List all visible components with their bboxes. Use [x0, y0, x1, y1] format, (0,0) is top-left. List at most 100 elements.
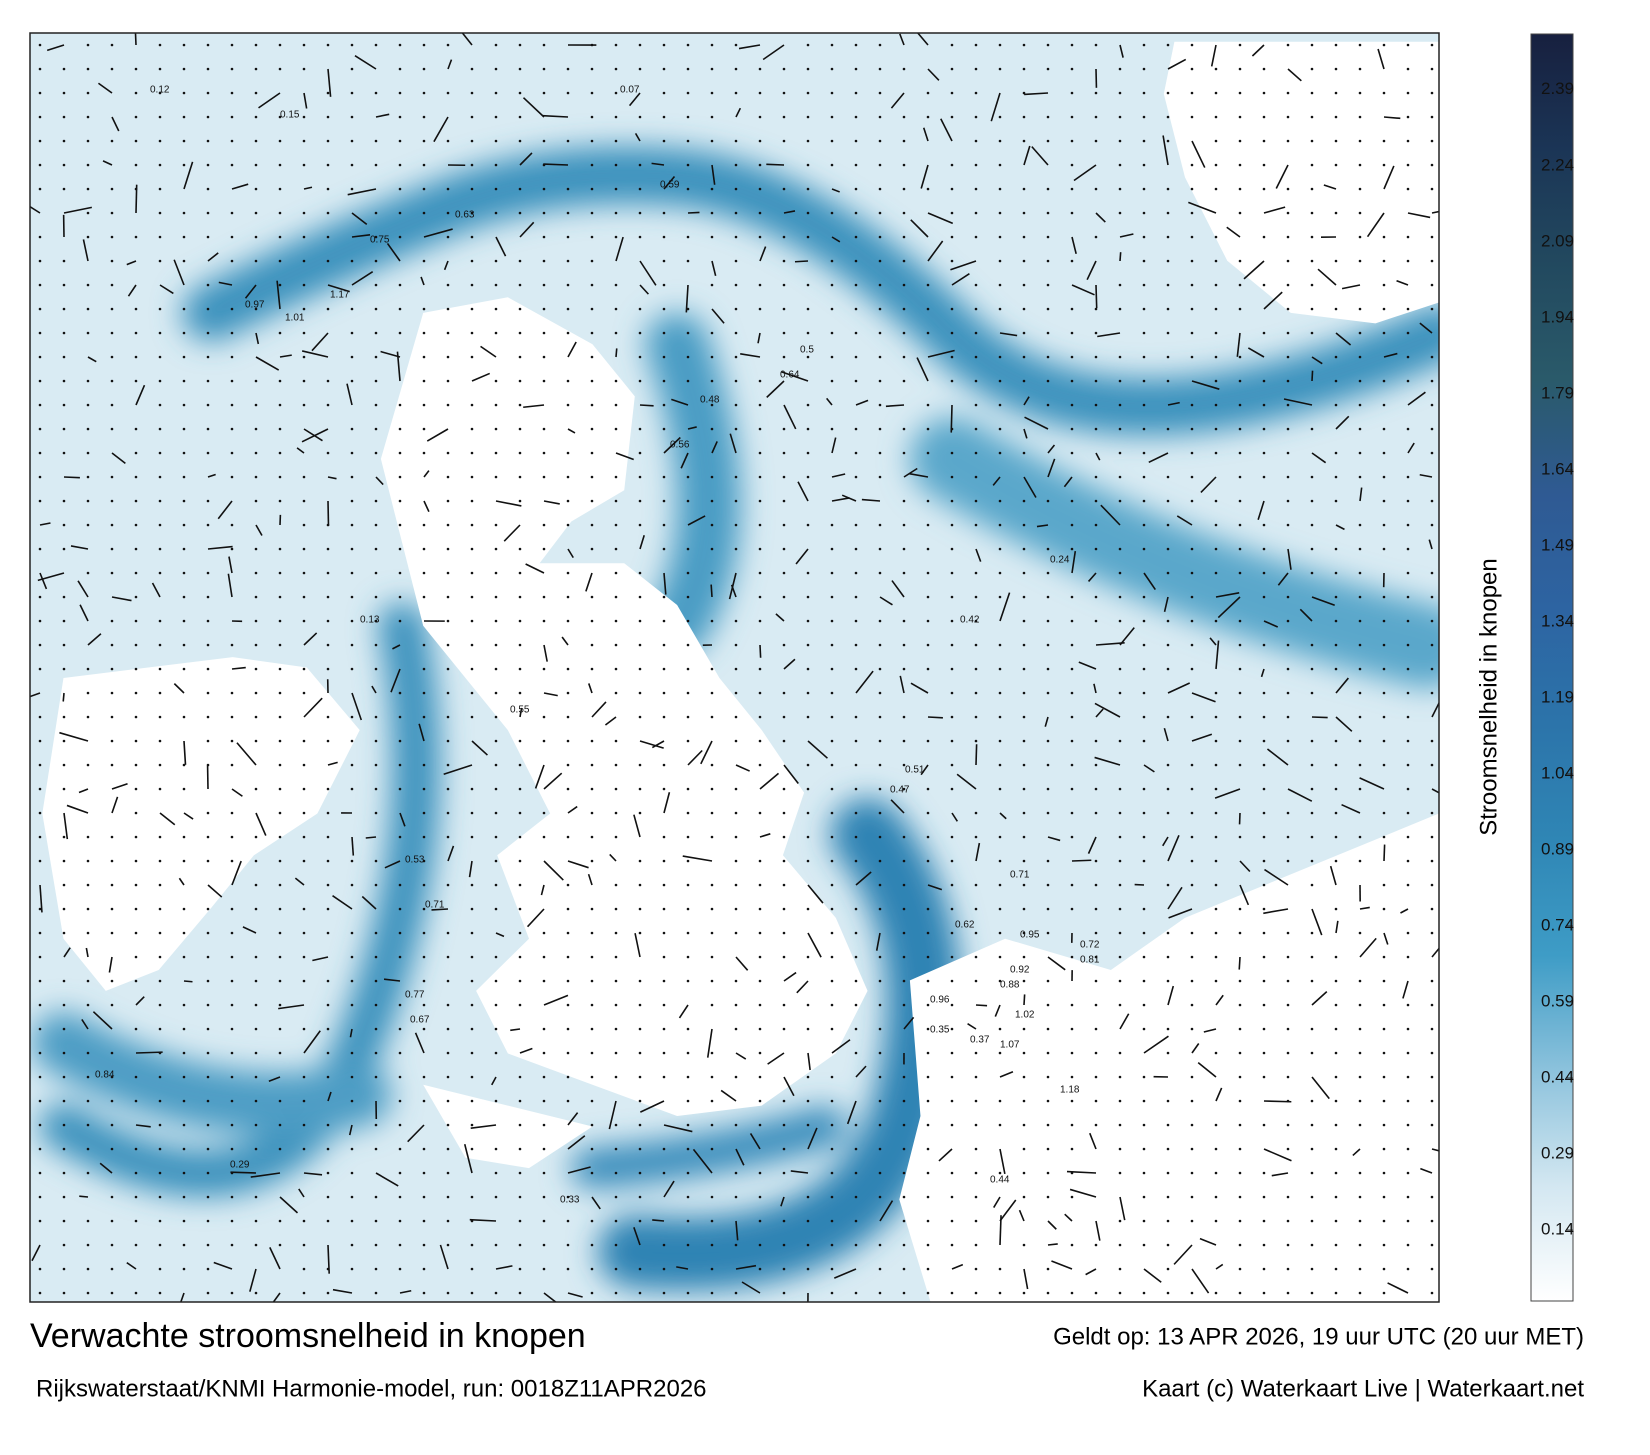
vector-dot [639, 644, 642, 647]
vector-dot [159, 356, 162, 359]
vector-dot [687, 572, 690, 575]
vector-dot [207, 740, 210, 743]
vector-dot [87, 764, 90, 767]
vector-dot [1431, 284, 1434, 287]
vector-dot [831, 140, 834, 143]
vector-dot [1263, 884, 1266, 887]
vector-arrow [616, 348, 617, 357]
vector-dot [543, 548, 546, 551]
vector-dot [1359, 1076, 1362, 1079]
vector-dot [1095, 932, 1098, 935]
vector-dot [711, 188, 714, 191]
vector-dot [1167, 380, 1170, 383]
vector-dot [111, 716, 114, 719]
vector-dot [519, 380, 522, 383]
vector-dot [1047, 380, 1050, 383]
vector-dot [375, 1124, 378, 1127]
map-label: 0.47 [890, 785, 910, 796]
vector-dot [1311, 476, 1314, 479]
vector-dot [807, 620, 810, 623]
vector-dot [231, 68, 234, 71]
vector-dot [375, 308, 378, 311]
vector-dot [423, 788, 426, 791]
vector-dot [687, 476, 690, 479]
vector-dot [1431, 44, 1434, 47]
vector-dot [831, 284, 834, 287]
vector-dot [1191, 260, 1194, 263]
vector-dot [927, 116, 930, 119]
vector-dot [1143, 1076, 1146, 1079]
vector-dot [519, 284, 522, 287]
vector-dot [759, 1220, 762, 1223]
vector-dot [231, 860, 234, 863]
vector-dot [1431, 668, 1434, 671]
vector-dot [1143, 308, 1146, 311]
vector-dot [1119, 956, 1122, 959]
vector-dot [1383, 884, 1386, 887]
vector-dot [1071, 620, 1074, 623]
vector-dot [303, 164, 306, 167]
vector-dot [903, 572, 906, 575]
vector-dot [1143, 644, 1146, 647]
vector-dot [1239, 428, 1242, 431]
vector-dot [495, 1028, 498, 1031]
vector-dot [1335, 1004, 1338, 1007]
vector-dot [1047, 1124, 1050, 1127]
vector-dot [1311, 572, 1314, 575]
vector-dot [1071, 716, 1074, 719]
vector-dot [1431, 620, 1434, 623]
vector-dot [735, 932, 738, 935]
vector-dot [951, 956, 954, 959]
vector-dot [687, 500, 690, 503]
vector-dot [255, 404, 258, 407]
vector-dot [1119, 740, 1122, 743]
vector-dot [351, 500, 354, 503]
vector-dot [1167, 956, 1170, 959]
vector-dot [591, 260, 594, 263]
vector-dot [927, 452, 930, 455]
vector-dot [1239, 44, 1242, 47]
vector-dot [447, 932, 450, 935]
vector-dot [639, 908, 642, 911]
vector-dot [495, 212, 498, 215]
map-label: 0.48 [700, 395, 720, 406]
vector-dot [999, 548, 1002, 551]
vector-dot [927, 1148, 930, 1151]
vector-dot [1383, 1124, 1386, 1127]
vector-dot [327, 884, 330, 887]
vector-dot [1287, 140, 1290, 143]
vector-dot [1047, 332, 1050, 335]
vector-dot [375, 956, 378, 959]
vector-dot [1191, 164, 1194, 167]
vector-dot [231, 476, 234, 479]
vector-dot [519, 1100, 522, 1103]
vector-dot [903, 260, 906, 263]
vector-dot [159, 260, 162, 263]
vector-dot [471, 476, 474, 479]
vector-dot [207, 92, 210, 95]
vector-dot [183, 332, 186, 335]
vector-dot [1287, 812, 1290, 815]
vector-dot [39, 1148, 42, 1151]
vector-dot [1071, 212, 1074, 215]
vector-dot [759, 428, 762, 431]
vector-dot [1263, 1172, 1266, 1175]
vector-dot [615, 548, 618, 551]
vector-dot [567, 884, 570, 887]
vector-arrow [1312, 717, 1328, 718]
map-label: 0.37 [970, 1035, 990, 1046]
vector-dot [1335, 788, 1338, 791]
vector-dot [687, 68, 690, 71]
vector-dot [831, 1028, 834, 1031]
vector-dot [1287, 260, 1290, 263]
vector-dot [903, 116, 906, 119]
vector-dot [663, 1052, 666, 1055]
vector-dot [447, 308, 450, 311]
vector-dot [639, 116, 642, 119]
vector-dot [1287, 1196, 1290, 1199]
vector-dot [831, 212, 834, 215]
vector-dot [855, 1028, 858, 1031]
vector-dot [87, 140, 90, 143]
vector-dot [975, 572, 978, 575]
vector-dot [1263, 980, 1266, 983]
